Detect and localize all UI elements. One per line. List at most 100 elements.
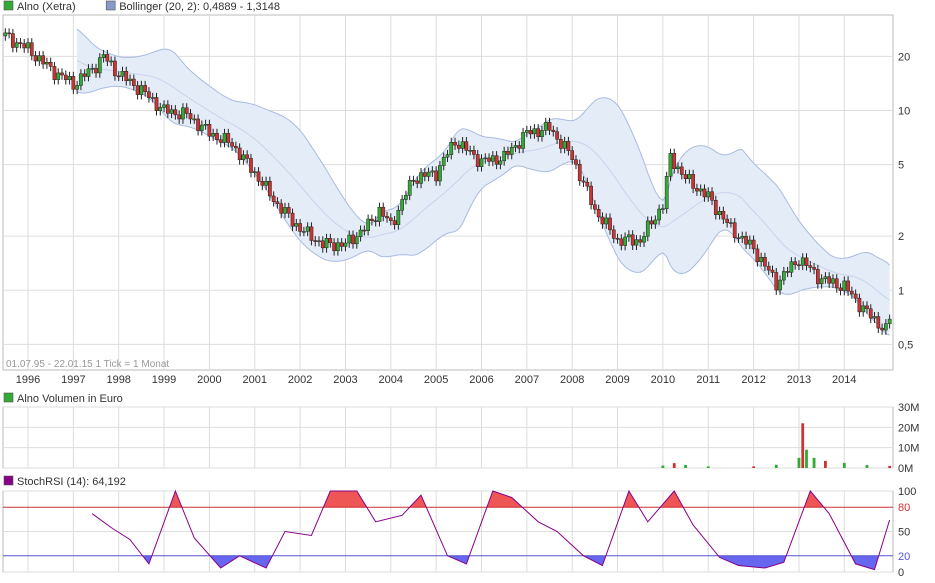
candle-body	[521, 132, 525, 149]
candle-body	[147, 91, 151, 98]
candle	[683, 169, 688, 184]
candle-body	[336, 242, 340, 252]
legend-swatch	[3, 392, 14, 403]
candle	[865, 301, 869, 314]
candle-body	[332, 242, 336, 252]
candle	[388, 213, 393, 226]
candle-body	[634, 239, 639, 246]
candle-body	[506, 150, 510, 155]
candle-body	[362, 229, 367, 232]
stoch-y-tick-label: 20	[898, 551, 910, 563]
candle-body	[422, 172, 427, 177]
candle	[237, 143, 242, 165]
candle-body	[596, 208, 601, 218]
candle	[324, 233, 329, 253]
candle-body	[215, 133, 219, 140]
candle-body	[154, 97, 159, 111]
candle-body	[865, 305, 869, 310]
candle-body	[502, 150, 507, 162]
candle-body	[619, 238, 624, 246]
candle-body	[850, 290, 854, 295]
volume-y-tick-label: 0M	[898, 463, 913, 475]
candle-body	[105, 54, 110, 62]
candle	[373, 216, 378, 227]
candle	[513, 140, 518, 153]
candle	[600, 212, 605, 229]
candle-body	[861, 305, 866, 313]
candle	[638, 235, 643, 247]
candle-body	[559, 138, 563, 149]
candle	[18, 38, 23, 49]
candle-body	[732, 222, 737, 239]
candle	[67, 71, 72, 85]
candle-body	[679, 166, 684, 175]
candle	[676, 162, 680, 174]
candle	[850, 286, 854, 299]
candle-body	[211, 133, 216, 137]
candle-body	[494, 155, 499, 165]
legend-label: Alno Volumen in Euro	[17, 393, 123, 405]
candle	[241, 150, 246, 165]
candle-body	[158, 107, 163, 111]
overbought-fill	[92, 491, 890, 508]
candle	[290, 208, 295, 232]
candle	[634, 235, 639, 250]
candle	[226, 128, 231, 148]
volume-panel-frame	[2, 406, 894, 469]
candle-body	[230, 142, 234, 147]
candle	[555, 127, 559, 145]
candle-body	[664, 176, 669, 209]
candle-body	[234, 145, 238, 149]
candle	[732, 218, 737, 243]
candle-body	[562, 141, 567, 149]
candle-body	[649, 220, 654, 225]
candle	[785, 266, 790, 278]
candle-body	[388, 217, 393, 221]
candle-body	[135, 85, 140, 95]
candle-body	[260, 181, 265, 186]
candle-body	[22, 43, 27, 49]
candle	[781, 266, 786, 285]
candle	[475, 149, 480, 172]
candle	[661, 204, 665, 214]
candle	[490, 151, 495, 167]
candle	[593, 200, 597, 215]
candle	[800, 253, 805, 271]
candle-body	[109, 60, 113, 63]
candle	[279, 199, 284, 219]
candle	[196, 114, 200, 136]
candle-body	[555, 131, 559, 140]
candle-body	[593, 204, 597, 210]
candle	[339, 238, 344, 252]
candle-body	[812, 267, 816, 270]
candle-body	[400, 199, 404, 211]
candle-body	[884, 323, 888, 331]
candle-body	[245, 154, 250, 159]
candle	[48, 57, 53, 72]
candle	[506, 146, 510, 160]
candle-body	[676, 166, 680, 169]
candle	[608, 213, 612, 235]
candle	[815, 264, 820, 289]
candle-body	[710, 191, 714, 201]
candle	[271, 191, 276, 207]
candle-body	[169, 109, 174, 114]
candle	[536, 124, 541, 142]
candle	[884, 319, 888, 335]
x-tick-label: 2005	[424, 374, 448, 386]
candle	[679, 162, 684, 180]
price-y-tick-label: 20	[898, 51, 910, 63]
candle-body	[426, 171, 431, 177]
candle-body	[831, 278, 835, 284]
stoch-y-tick-label: 0	[898, 567, 904, 579]
candle-body	[218, 139, 223, 143]
candle	[79, 69, 83, 91]
candle-body	[120, 71, 125, 77]
candle-body	[725, 218, 729, 223]
candle-body	[143, 85, 148, 92]
candle-body	[286, 207, 291, 214]
candle	[385, 211, 389, 223]
candle	[320, 236, 325, 253]
candle-body	[868, 308, 873, 319]
